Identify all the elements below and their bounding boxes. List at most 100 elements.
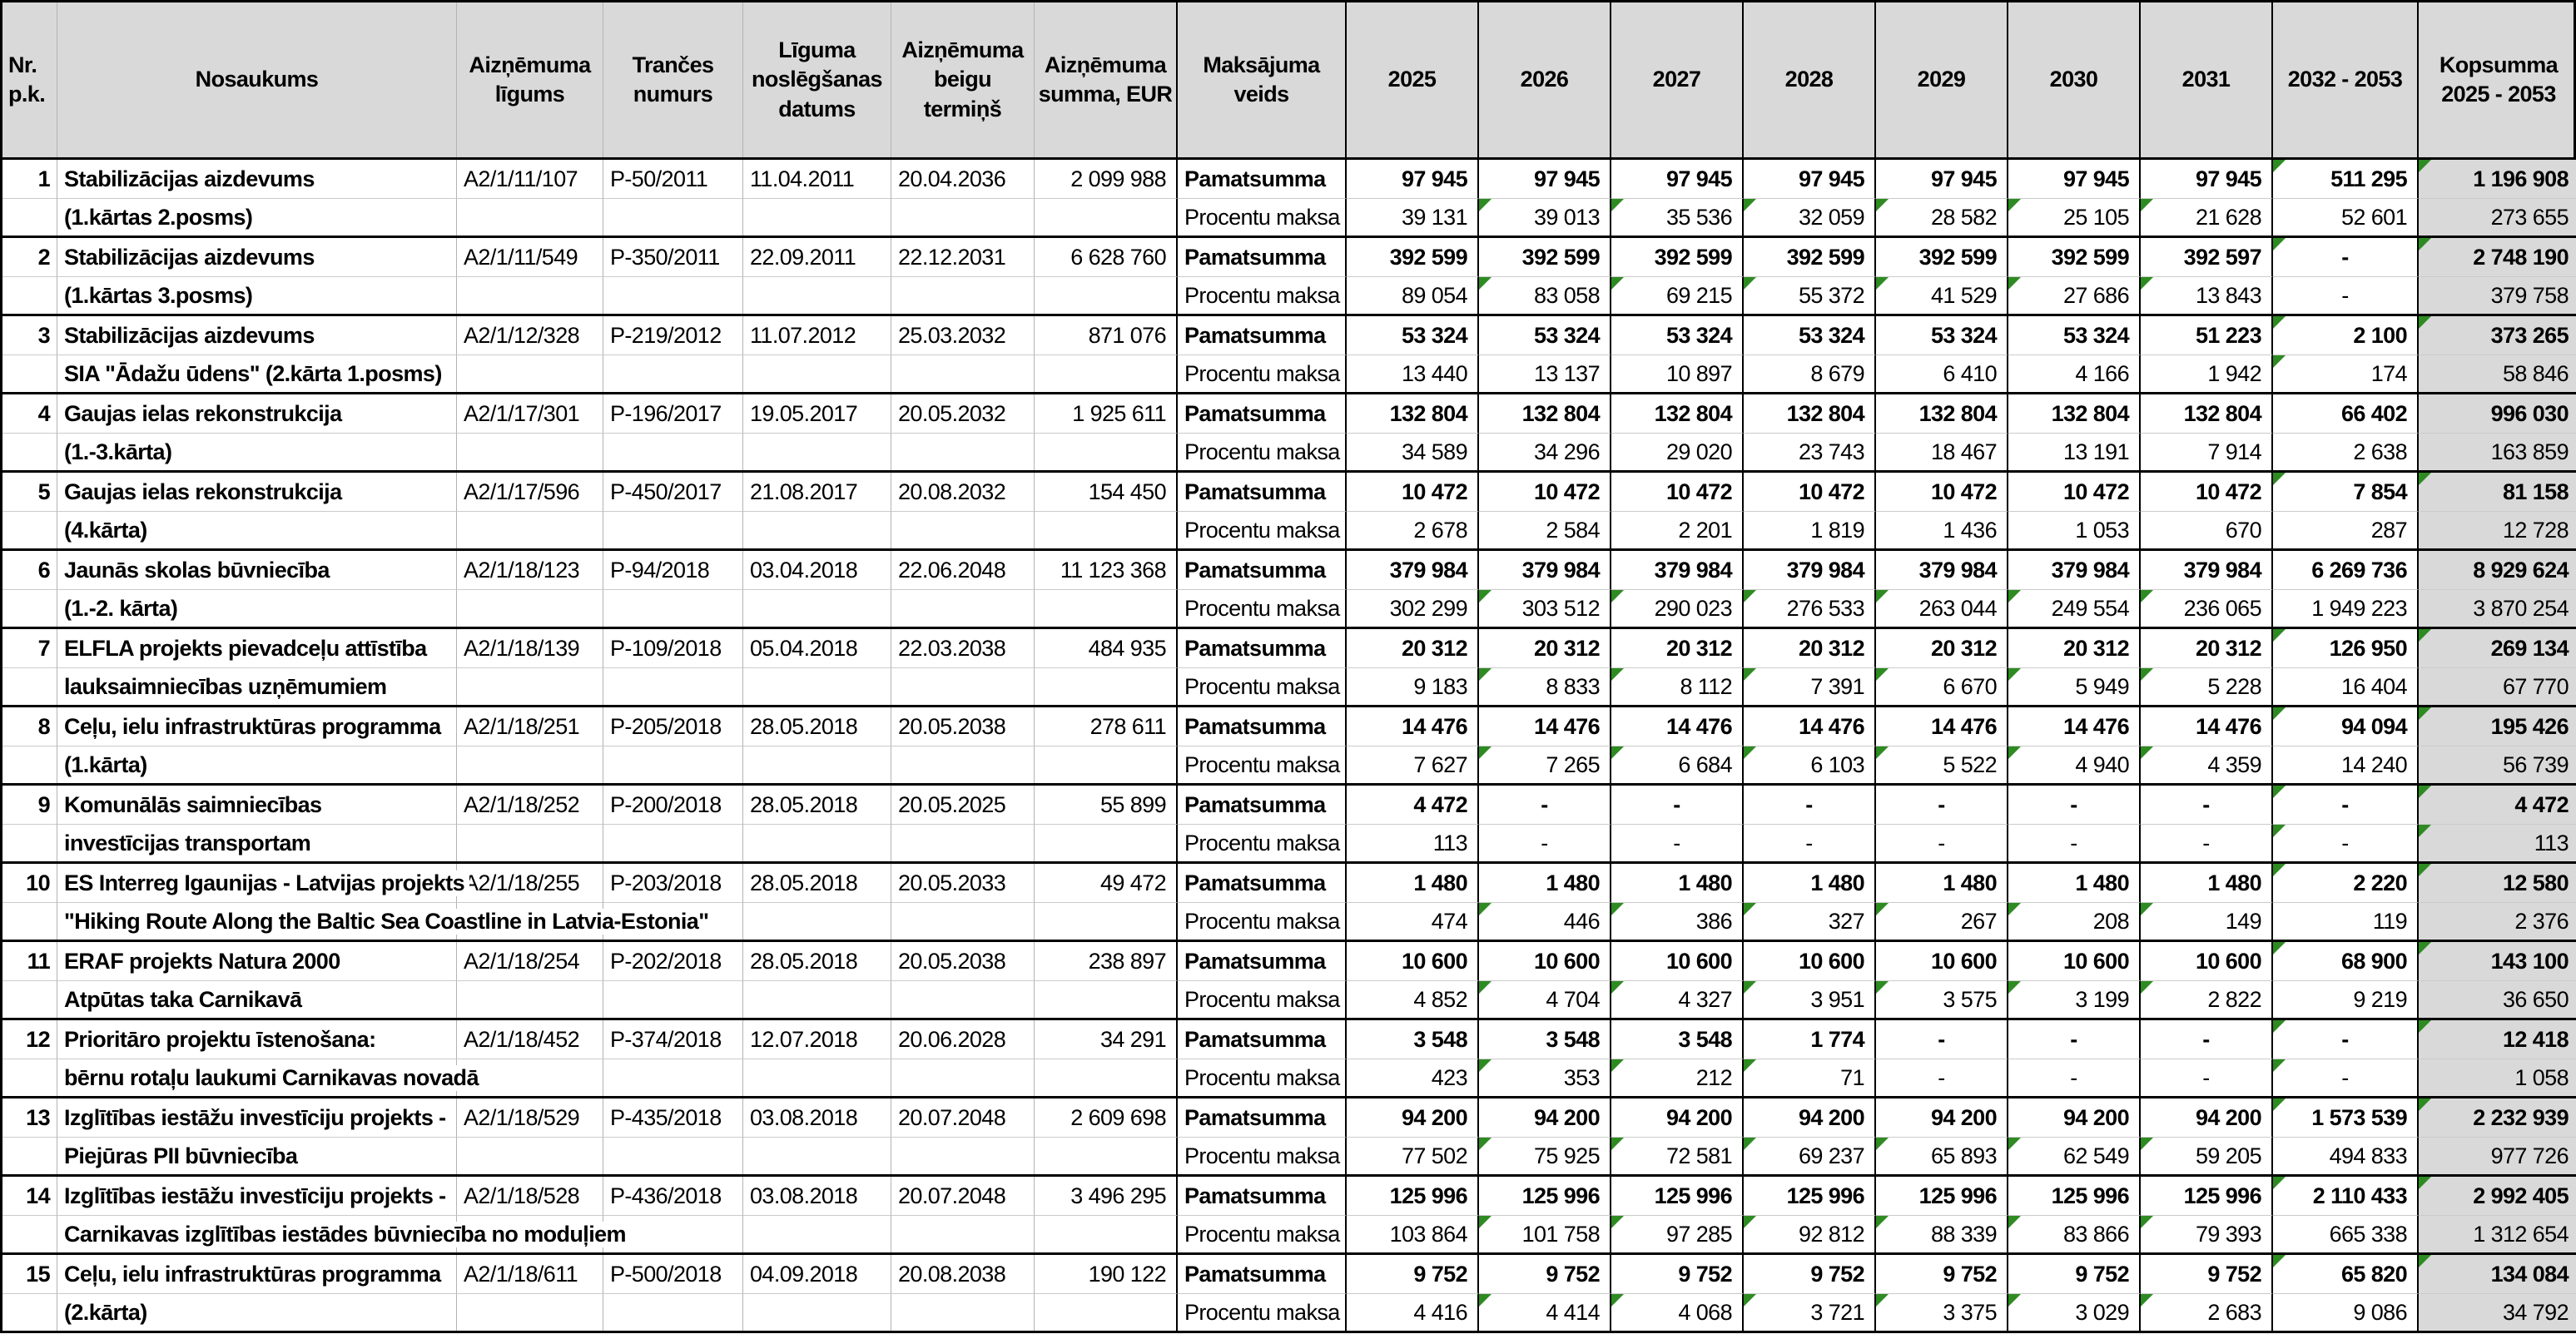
payment-type-principal-label: Pamatsumma [1178, 1177, 1347, 1215]
interest-2032-2053-value: 2 638 [2273, 433, 2419, 470]
loan-name-line1: ELFLA projekts pievadceļu attīstība [57, 629, 457, 667]
payment-type-principal-label: Pamatsumma [1178, 160, 1347, 198]
interest-year-value: 8 679 [1744, 355, 1876, 392]
loan-name-line1: Stabilizācijas aizdevums [57, 238, 457, 276]
interest-year-value: 29 020 [1611, 433, 1744, 470]
interest-year-value: - [1876, 1059, 2008, 1096]
tranche-number: P-109/2018 [603, 629, 743, 667]
principal-year-value: 94 200 [1347, 1098, 1479, 1137]
payment-type-principal-label: Pamatsumma [1178, 864, 1347, 902]
principal-year-value: 20 312 [1611, 629, 1744, 667]
table-header-row: Nr. p.k. Nosaukums Aizņēmuma līgums Tran… [2, 2, 2574, 160]
signing-date: 28.05.2018 [743, 942, 891, 980]
empty-nr-cell [2, 589, 57, 627]
tranche-number: P-196/2017 [603, 394, 743, 433]
loan-name-line2: "Hiking Route Along the Baltic Sea Coast… [57, 902, 714, 940]
interest-year-value: 249 554 [2008, 589, 2141, 627]
interest-year-value: - [2008, 1059, 2141, 1096]
payment-type-interest-label: Procentu maksa [1178, 1215, 1347, 1252]
payment-type-principal-label: Pamatsumma [1178, 1020, 1347, 1059]
interest-year-value: 303 512 [1479, 589, 1611, 627]
payment-type-principal-label: Pamatsumma [1178, 394, 1347, 433]
empty-cell [603, 198, 743, 236]
signing-date: 04.09.2018 [743, 1255, 891, 1293]
principal-year-value: 14 476 [1479, 707, 1611, 746]
interest-year-value: 5 949 [2008, 667, 2141, 705]
interest-year-value: 267 [1876, 902, 2008, 940]
signing-date: 12.07.2018 [743, 1020, 891, 1059]
empty-nr-cell [2, 1137, 57, 1174]
principal-year-value: 1 480 [1347, 864, 1479, 902]
tranche-number: P-203/2018 [603, 864, 743, 902]
loan-number: 9 [2, 786, 57, 824]
principal-year-value: 125 996 [2008, 1177, 2141, 1215]
principal-year-value: 97 945 [1744, 160, 1876, 198]
empty-nr-cell [2, 276, 57, 314]
loan-amount: 34 291 [1035, 1020, 1178, 1059]
empty-cell [743, 433, 891, 470]
interest-year-value: 327 [1744, 902, 1876, 940]
principal-year-value: 9 752 [2008, 1255, 2141, 1293]
agreement-number: A2/1/18/528 [457, 1177, 603, 1215]
payment-type-principal-label: Pamatsumma [1178, 707, 1347, 746]
empty-cell [603, 355, 743, 392]
interest-year-value: 59 205 [2141, 1137, 2273, 1174]
interest-total-value: 67 770 [2419, 667, 2576, 705]
principal-year-value: 53 324 [1347, 316, 1479, 355]
empty-cell [457, 198, 603, 236]
principal-total-value: 195 426 [2419, 707, 2576, 746]
empty-cell [743, 276, 891, 314]
interest-2032-2053-value: 52 601 [2273, 198, 2419, 236]
principal-year-value: 125 996 [1611, 1177, 1744, 1215]
empty-cell [457, 746, 603, 783]
loan-row-6: 6 Jaunās skolas būvniecība A2/1/18/123 P-94… [2, 551, 2576, 629]
interest-year-value: 3 375 [1876, 1293, 2008, 1331]
maturity-date: 20.05.2032 [891, 394, 1035, 433]
interest-2032-2053-value: - [2273, 276, 2419, 314]
interest-year-value: 5 522 [1876, 746, 2008, 783]
principal-year-value: 392 599 [1744, 238, 1876, 276]
interest-year-value: 3 721 [1744, 1293, 1876, 1331]
interest-year-value: 21 628 [2141, 198, 2273, 236]
principal-year-value: 379 984 [1744, 551, 1876, 589]
maturity-date: 22.03.2038 [891, 629, 1035, 667]
loan-amount: 190 122 [1035, 1255, 1178, 1293]
principal-year-value: 392 599 [1479, 238, 1611, 276]
loan-number: 5 [2, 473, 57, 511]
interest-total-value: 1 058 [2419, 1059, 2576, 1096]
loan-amount: 278 611 [1035, 707, 1178, 746]
empty-cell [891, 355, 1035, 392]
principal-year-value: 14 476 [1347, 707, 1479, 746]
interest-2032-2053-value: 119 [2273, 902, 2419, 940]
principal-year-value: 1 480 [1876, 864, 2008, 902]
empty-nr-cell [2, 511, 57, 548]
interest-year-value: 7 627 [1347, 746, 1479, 783]
loan-name-line2: Carnikavas izglītības iestādes būvniecīb… [57, 1215, 631, 1252]
payment-type-interest-label: Procentu maksa [1178, 511, 1347, 548]
header-year-2031: 2031 [2141, 2, 2273, 157]
tranche-number: P-500/2018 [603, 1255, 743, 1293]
principal-year-value: 125 996 [1876, 1177, 2008, 1215]
signing-date: 28.05.2018 [743, 707, 891, 746]
tranche-number: P-436/2018 [603, 1177, 743, 1215]
header-nr: Nr. p.k. [2, 2, 57, 157]
empty-cell [891, 1059, 1035, 1096]
signing-date: 21.08.2017 [743, 473, 891, 511]
empty-cell [743, 1059, 891, 1096]
interest-year-value: 2 201 [1611, 511, 1744, 548]
interest-year-value: - [1876, 824, 2008, 861]
principal-year-value: 14 476 [1876, 707, 2008, 746]
loan-name-line1: Izglītības iestāžu investīciju projekts … [57, 1177, 457, 1215]
loan-number: 3 [2, 316, 57, 355]
interest-year-value: 3 575 [1876, 980, 2008, 1018]
empty-cell [457, 433, 603, 470]
loan-amount: 2 099 988 [1035, 160, 1178, 198]
interest-year-value: 13 843 [2141, 276, 2273, 314]
interest-2032-2053-value: 1 949 223 [2273, 589, 2419, 627]
maturity-date: 20.05.2038 [891, 942, 1035, 980]
interest-year-value: 1 819 [1744, 511, 1876, 548]
principal-year-value: 9 752 [1347, 1255, 1479, 1293]
empty-cell [743, 1293, 891, 1331]
principal-year-value: 97 945 [1876, 160, 2008, 198]
interest-year-value: 97 285 [1611, 1215, 1744, 1252]
